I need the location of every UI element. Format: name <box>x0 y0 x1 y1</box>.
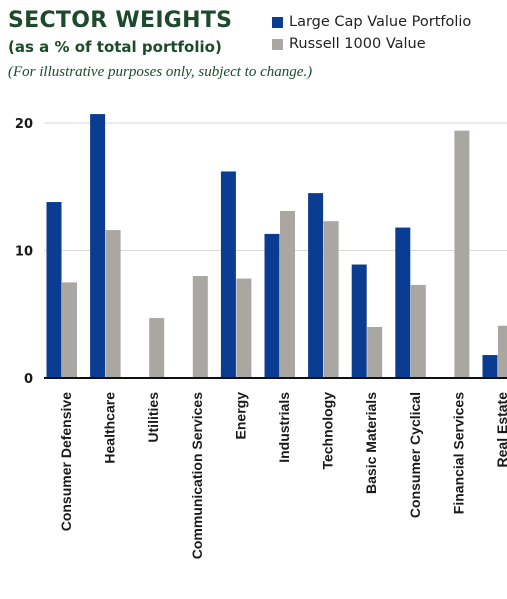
bar-benchmark-3 <box>192 276 208 378</box>
bar-portfolio-6 <box>308 193 324 378</box>
legend: Large Cap Value Portfolio Russell 1000 V… <box>272 11 471 55</box>
x-tick-label-1: Healthcare <box>102 392 118 464</box>
chart-subtitle: (as a % of total portfolio) <box>8 38 222 56</box>
x-tick-label-10: Real Estate <box>494 392 507 468</box>
bar-portfolio-7 <box>351 264 367 378</box>
x-tick-label-7: Basic Materials <box>363 392 379 494</box>
bar-portfolio-10 <box>482 355 498 378</box>
x-tick-label-3: Communication Services <box>189 392 205 559</box>
bar-portfolio-8 <box>395 227 411 378</box>
bar-benchmark-2 <box>149 318 165 378</box>
bar-benchmark-9 <box>454 130 470 378</box>
x-tick-label-0: Consumer Defensive <box>58 392 74 531</box>
chart-title: SECTOR WEIGHTS <box>8 8 233 33</box>
bar-benchmark-6 <box>323 221 339 378</box>
x-tick-label-8: Consumer Cyclical <box>407 392 423 518</box>
legend-swatch-benchmark <box>272 38 283 50</box>
bar-portfolio-5 <box>264 233 280 378</box>
y-tick-label-10: 10 <box>15 245 33 260</box>
x-tick-label-4: Energy <box>232 392 248 440</box>
y-tick-label-20: 20 <box>15 117 33 132</box>
x-tick-label-5: Industrials <box>276 392 292 463</box>
legend-label-benchmark: Russell 1000 Value <box>289 36 426 52</box>
bar-portfolio-1 <box>90 114 106 378</box>
x-tick-label-6: Technology <box>320 392 336 470</box>
bar-portfolio-0 <box>46 202 62 378</box>
bar-benchmark-0 <box>62 282 77 378</box>
bar-benchmark-1 <box>105 230 121 378</box>
legend-label-portfolio: Large Cap Value Portfolio <box>289 14 472 30</box>
disclaimer-note: (For illustrative purposes only, subject… <box>8 64 313 80</box>
legend-item-portfolio: Large Cap Value Portfolio <box>272 11 471 33</box>
bar-benchmark-10 <box>498 325 507 378</box>
x-tick-label-2: Utilities <box>145 392 161 443</box>
bar-benchmark-8 <box>410 284 426 378</box>
bar-benchmark-4 <box>236 278 252 378</box>
legend-item-benchmark: Russell 1000 Value <box>272 33 471 55</box>
x-tick-label-9: Financial Services <box>450 392 466 514</box>
bar-portfolio-4 <box>220 171 236 378</box>
bar-benchmark-7 <box>367 327 383 378</box>
bar-benchmark-5 <box>280 210 295 378</box>
y-tick-label-0: 0 <box>24 372 33 387</box>
legend-swatch-portfolio <box>272 16 283 28</box>
